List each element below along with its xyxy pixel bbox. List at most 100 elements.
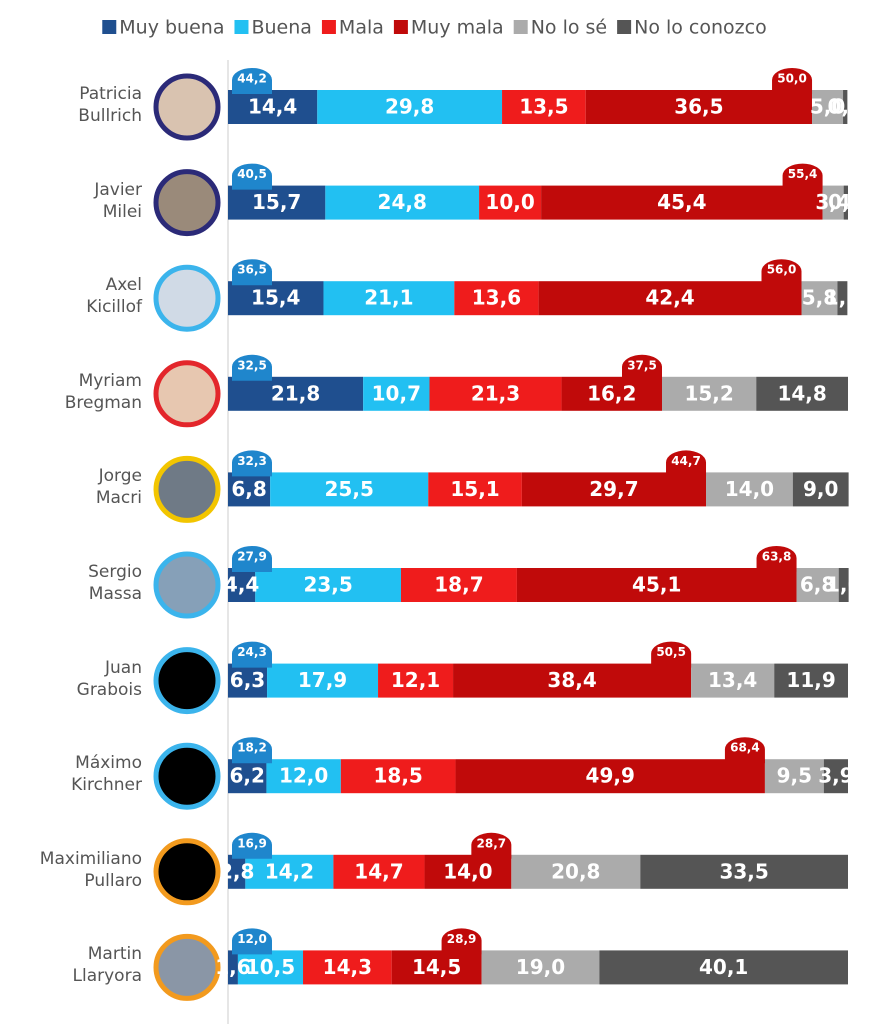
segment-label: 4,4	[224, 573, 259, 597]
category-label: Javier Milei	[94, 179, 142, 222]
bar-segment	[538, 281, 802, 316]
segment-label: 36,5	[674, 95, 723, 119]
badge-label: 27,9	[237, 550, 267, 564]
segment-label: 45,4	[657, 190, 706, 214]
bar-segment	[455, 759, 765, 794]
bar-segment	[792, 472, 849, 507]
badge-label: 37,5	[627, 358, 657, 372]
segment-label: 10,7	[372, 381, 421, 405]
badge-label: 24,3	[237, 645, 267, 659]
badge	[471, 832, 512, 859]
legend-swatch	[513, 20, 528, 34]
segment-label: 40,1	[699, 955, 748, 979]
segment-label: 21,8	[271, 381, 320, 405]
badge-label: 68,4	[730, 741, 760, 755]
badge-label: 50,5	[656, 645, 686, 659]
badge	[232, 354, 272, 381]
bar-segment	[424, 854, 512, 889]
segment-label: 15,2	[684, 381, 733, 405]
category-label: Myriam Bregman	[64, 370, 142, 413]
avatar	[153, 551, 221, 619]
segment-label: 18,7	[434, 573, 483, 597]
avatar	[153, 73, 221, 141]
segment-label: 23,5	[303, 573, 352, 597]
bar-segment	[323, 281, 455, 316]
bar-segment	[764, 759, 824, 794]
category-label: Maximiliano Pullaro	[39, 848, 142, 891]
legend-swatch	[321, 20, 336, 34]
segment-label: 3,9	[818, 764, 853, 788]
legend-swatch	[617, 20, 632, 34]
bar-segment	[561, 376, 662, 411]
bar-segment	[706, 472, 793, 507]
bar-segment	[228, 854, 246, 889]
bar-segment	[267, 663, 379, 698]
category-label: Máximo Kirchner	[71, 753, 142, 796]
bar-segment	[541, 185, 823, 220]
bar-segment	[303, 950, 392, 985]
bar-segment	[516, 568, 797, 602]
badge-label: 28,9	[447, 932, 477, 946]
bar-segment	[340, 759, 456, 794]
segment-label: 6,8	[231, 477, 266, 501]
badge	[651, 641, 692, 668]
segment-label: 29,7	[589, 477, 638, 501]
segment-label: 17,9	[298, 668, 347, 692]
segment-label: 21,3	[471, 381, 520, 405]
badge	[756, 546, 797, 572]
badge	[232, 68, 272, 94]
avatar	[153, 360, 221, 428]
bar-segment	[228, 90, 318, 124]
avatar	[153, 838, 221, 906]
badge	[232, 450, 272, 477]
segment-label: 0,7	[827, 95, 862, 119]
bar-segment	[843, 90, 848, 124]
segment-label: 29,8	[385, 95, 434, 119]
bar-segment	[479, 185, 542, 220]
segment-label: 49,9	[586, 764, 635, 788]
bar-segment	[481, 950, 600, 985]
category-label: Martin Llaryora	[72, 944, 142, 987]
bar-segment	[843, 185, 848, 220]
badge-label: 44,7	[671, 454, 701, 468]
bar-segment	[691, 663, 775, 698]
segment-label: 6,8	[800, 573, 835, 597]
badge	[232, 928, 272, 955]
badge-label: 50,0	[777, 72, 807, 86]
badge	[772, 68, 813, 94]
segment-label: 14,0	[725, 477, 774, 501]
category-label: Axel Kicillof	[86, 275, 142, 318]
avatar	[153, 455, 221, 523]
badge	[666, 450, 707, 477]
avatar	[153, 742, 221, 810]
badge-label: 40,5	[237, 167, 267, 181]
bar-segment	[400, 568, 517, 602]
bar-segment	[823, 759, 848, 794]
badge	[232, 259, 272, 286]
segment-label: 15,7	[252, 190, 301, 214]
segment-label: 0,7	[828, 190, 863, 214]
segment-label: 10,0	[485, 190, 534, 214]
segment-label: 14,7	[354, 859, 403, 883]
segment-label: 11,9	[786, 668, 835, 692]
bar-segment	[317, 90, 503, 124]
bar-segment	[454, 281, 539, 316]
category-label: Juan Grabois	[76, 657, 142, 700]
category-label: Jorge Macri	[95, 466, 142, 509]
avatar	[153, 647, 221, 715]
badge-label: 16,9	[237, 836, 267, 850]
badge	[232, 546, 272, 572]
bar-segment	[228, 472, 271, 507]
segment-label: 1,6	[825, 286, 860, 310]
segment-label: 38,4	[547, 668, 596, 692]
segment-label: 5,0	[810, 95, 845, 119]
badge-label: 32,3	[237, 454, 267, 468]
avatar	[153, 169, 221, 237]
bar-segment	[270, 472, 429, 507]
badge	[622, 354, 662, 381]
bar-segment	[585, 90, 813, 124]
badge	[724, 737, 765, 764]
bar-segment	[428, 472, 522, 507]
bar-segment	[801, 281, 838, 316]
